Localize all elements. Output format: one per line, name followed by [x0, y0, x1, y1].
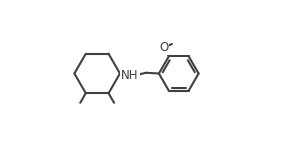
- Text: O: O: [159, 41, 168, 54]
- Text: NH: NH: [121, 69, 139, 82]
